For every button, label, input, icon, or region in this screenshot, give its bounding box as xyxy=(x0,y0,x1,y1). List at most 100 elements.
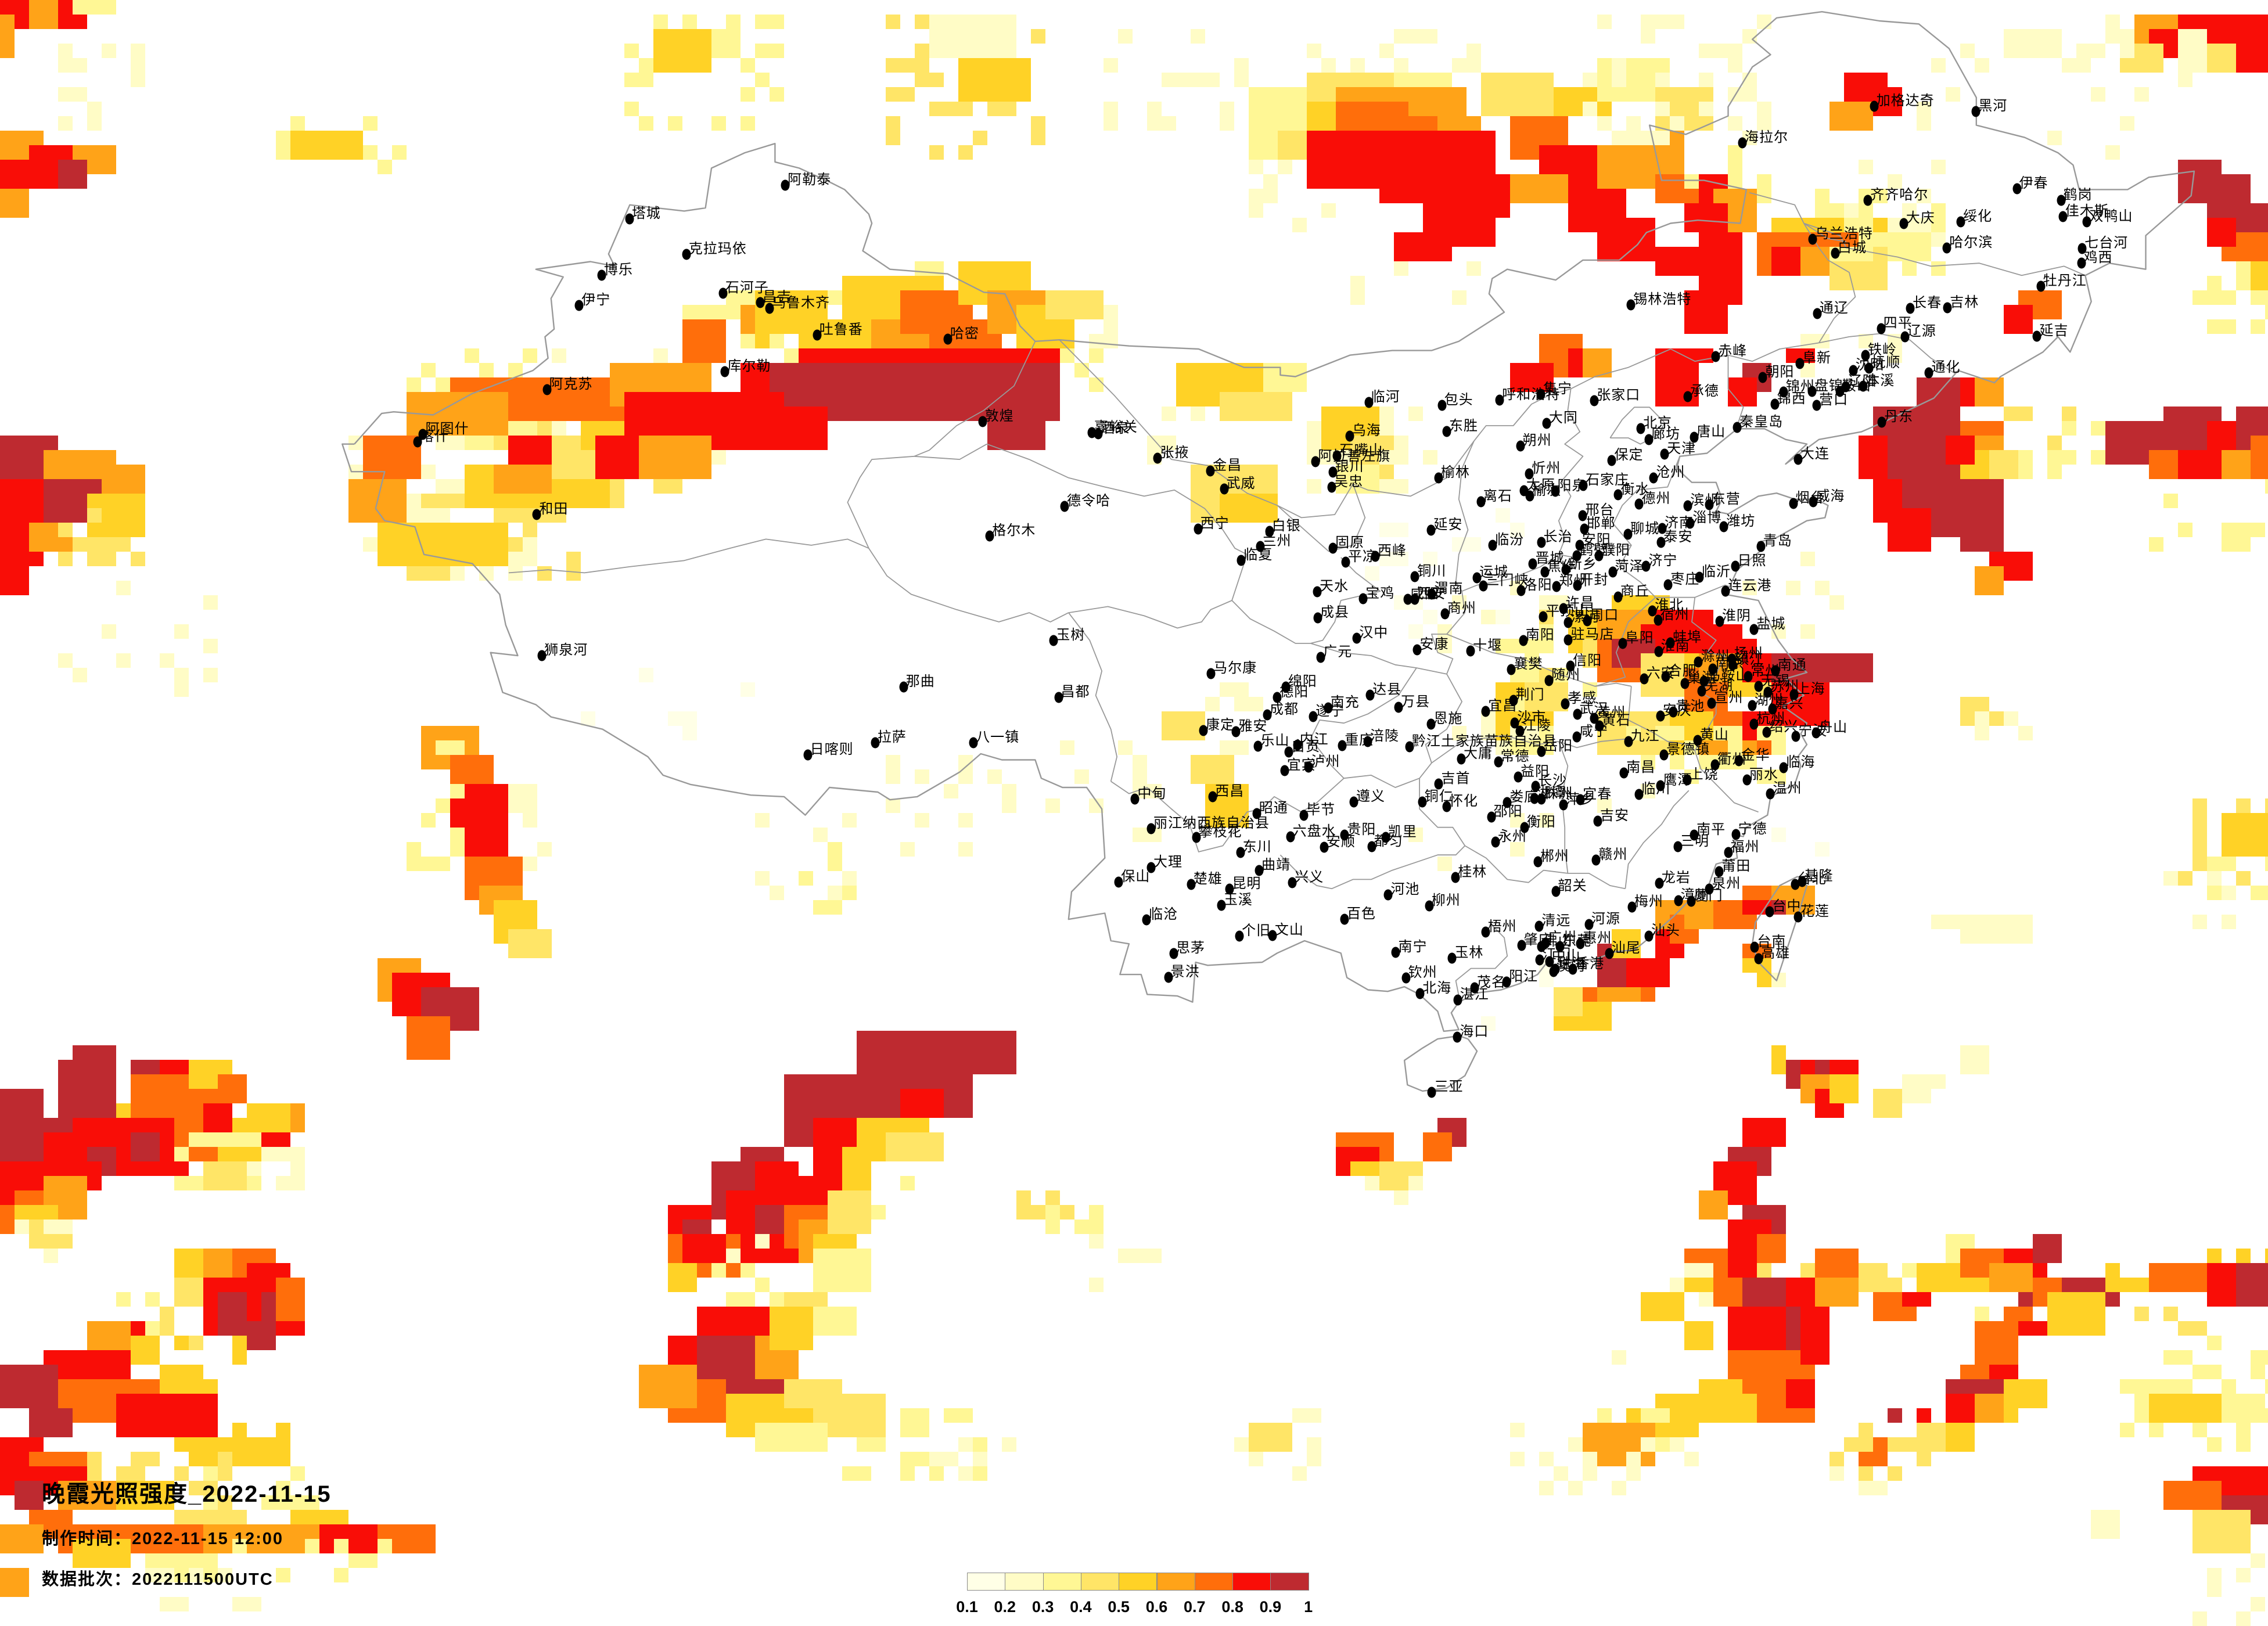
heat-cell xyxy=(378,160,392,174)
city-label: 宝鸡 xyxy=(1365,585,1395,601)
city-label: 楚雄 xyxy=(1193,871,1223,887)
heat-cell xyxy=(392,145,407,160)
heat-cell xyxy=(87,116,102,131)
heat-cell xyxy=(102,44,116,58)
city-label: 南宁 xyxy=(1398,939,1428,955)
city-label: 哈尔滨 xyxy=(1949,234,1993,250)
city-label: 赤峰 xyxy=(1718,343,1748,359)
city-label: 韶关 xyxy=(1558,878,1587,894)
heat-cell xyxy=(319,131,334,145)
heat-cell xyxy=(58,160,73,174)
city-label: 咸宁 xyxy=(1579,724,1609,740)
heat-cell xyxy=(44,450,58,465)
city-label: 狮泉河 xyxy=(544,642,588,658)
city-label: 加格达奇 xyxy=(1876,92,1935,109)
heat-cell xyxy=(131,44,145,58)
city-label: 黑河 xyxy=(1978,98,2008,114)
city-label: 渭南 xyxy=(1434,581,1464,597)
legend-color-cell xyxy=(1194,1573,1234,1591)
city-label: 万县 xyxy=(1401,694,1430,710)
city-label: 曲靖 xyxy=(1261,857,1291,873)
heat-cell xyxy=(0,203,15,218)
heat-cell xyxy=(58,465,73,479)
heat-cell xyxy=(319,145,334,160)
heat-cell xyxy=(58,479,73,494)
city-label: 泰安 xyxy=(1663,528,1693,545)
city-label: 阜新 xyxy=(1802,350,1831,366)
city-label: 阿图什 xyxy=(425,420,469,437)
city-label: 敦煌 xyxy=(984,408,1014,424)
city-label: 潍坊 xyxy=(1726,513,1756,529)
city-label: 遂宁 xyxy=(1315,703,1345,720)
city-label: 梧州 xyxy=(1487,919,1517,935)
city-label: 凯里 xyxy=(1388,823,1417,840)
city-label: 盐城 xyxy=(1756,616,1786,632)
city-label: 汕尾 xyxy=(1611,940,1641,956)
city-label: 商丘 xyxy=(1620,584,1649,600)
city-label: 中甸 xyxy=(1137,786,1167,802)
heat-cell xyxy=(73,145,87,160)
city-label: 开封 xyxy=(1579,571,1609,588)
city-label: 保山 xyxy=(1121,869,1151,885)
city-label: 漳州 xyxy=(1680,887,1710,903)
city-label: 雅安 xyxy=(1238,718,1268,735)
heat-cell xyxy=(15,174,29,189)
city-label: 锦西 xyxy=(1777,390,1806,406)
legend-color-cell xyxy=(1156,1573,1195,1591)
heat-cell xyxy=(363,116,378,131)
heat-cell xyxy=(44,174,58,189)
map-title: 晚霞光照强度_2022-11-15 xyxy=(42,1481,332,1507)
city-label: 营口 xyxy=(1819,391,1849,408)
city-label: 朔州 xyxy=(1522,433,1552,449)
city-label: 长治 xyxy=(1543,528,1573,545)
city-label: 大同 xyxy=(1548,409,1578,426)
city-label: 桂林 xyxy=(1458,864,1487,880)
heat-cell xyxy=(334,145,348,160)
heat-cell xyxy=(58,44,73,58)
city-label: 大连 xyxy=(1800,445,1830,462)
heat-cell xyxy=(305,145,319,160)
city-label: 吉安 xyxy=(1600,807,1629,823)
heat-cell xyxy=(102,160,116,174)
heat-cell xyxy=(131,58,145,73)
city-label: 柳州 xyxy=(1431,893,1461,909)
legend-tick-label: 0.4 xyxy=(1070,1598,1092,1616)
legend-color-cell xyxy=(1232,1573,1271,1591)
title-block: 晚霞光照强度_2022-11-15 制作时间：2022-11-15 12:00 … xyxy=(42,1475,332,1590)
city-label: 八一镇 xyxy=(976,729,1020,746)
city-label: 长春 xyxy=(1913,295,1942,311)
city-label: 舟山 xyxy=(1818,719,1848,735)
heat-cell xyxy=(0,189,15,203)
city-label: 香港 xyxy=(1575,955,1605,972)
city-label: 秦皇岛 xyxy=(1739,414,1784,430)
heat-cell xyxy=(102,0,116,15)
city-label: 临夏 xyxy=(1243,547,1273,563)
city-label: 临海 xyxy=(1786,754,1816,770)
city-label: 龙岩 xyxy=(1661,869,1691,886)
city-label: 宁德 xyxy=(1738,821,1767,837)
heat-cell xyxy=(87,102,102,116)
city-label: 伊宁 xyxy=(581,292,611,308)
city-label: 永州 xyxy=(1497,829,1527,845)
heat-cell xyxy=(102,479,116,494)
city-label: 兴义 xyxy=(1295,869,1324,886)
heat-cell xyxy=(58,174,73,189)
heat-cell xyxy=(334,131,348,145)
city-label: 丽江纳西族自治县 xyxy=(1153,815,1270,831)
city-label: 九江 xyxy=(1630,728,1660,744)
city-label: 天水 xyxy=(1320,578,1349,595)
heat-cell xyxy=(15,145,29,160)
city-label: 榆林 xyxy=(1440,465,1470,481)
heat-cell xyxy=(58,116,73,131)
city-label: 临汾 xyxy=(1495,532,1525,548)
heat-cell xyxy=(290,145,305,160)
city-label: 离石 xyxy=(1483,488,1512,504)
heat-cell xyxy=(0,145,15,160)
city-label: 海拉尔 xyxy=(1745,129,1789,146)
city-label: 淮阴 xyxy=(1721,608,1751,624)
heat-cell xyxy=(276,131,290,145)
city-label: 西峰 xyxy=(1378,543,1407,559)
heat-cell xyxy=(305,131,319,145)
city-label: 乌海 xyxy=(1352,423,1381,439)
